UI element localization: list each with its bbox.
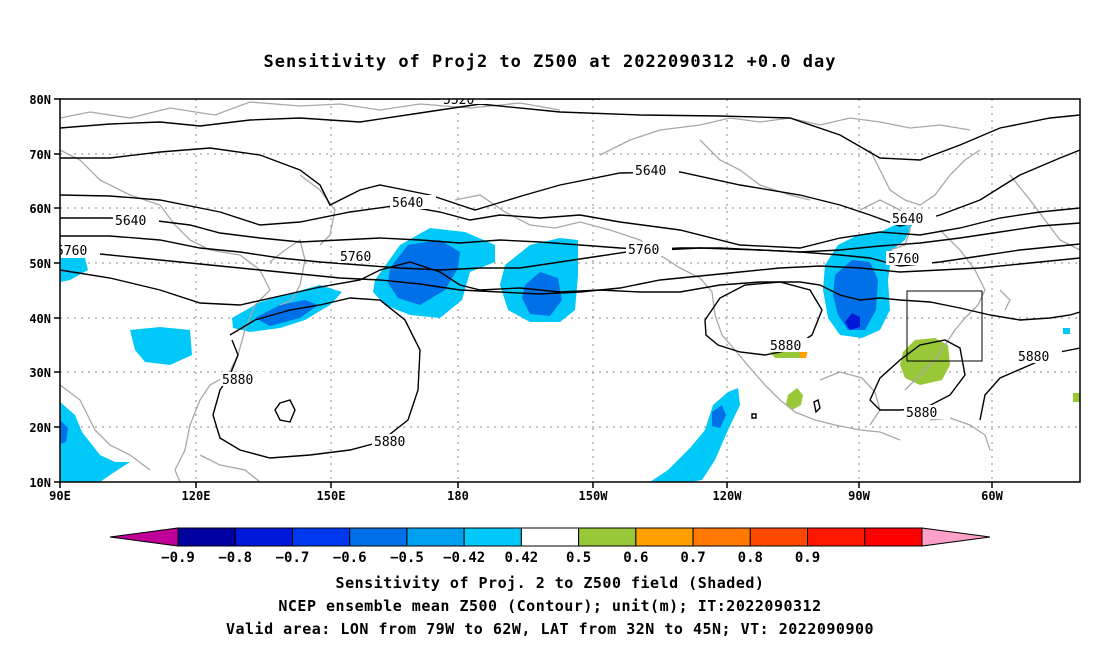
colorbar-swatch: [578, 527, 637, 547]
colorbar-max-arrow: [921, 527, 991, 547]
colorbar-swatch: [463, 527, 522, 547]
contour-label: 5880: [222, 373, 253, 388]
lat-label: 10N: [29, 476, 51, 490]
lon-label: 120E: [182, 489, 211, 503]
colorbar-swatch: [692, 527, 751, 547]
lat-label: 30N: [29, 366, 51, 380]
colorbar-swatch: [749, 527, 809, 547]
contour-label: 5520: [443, 93, 474, 108]
lat-ticks: [54, 98, 60, 483]
contour-label: 5880: [770, 339, 801, 354]
colorbar-swatch: [807, 527, 866, 547]
lon-label: 90E: [49, 489, 71, 503]
footer-line-1: Sensitivity of Proj. 2 to Z500 field (Sh…: [336, 574, 765, 592]
lon-label: 150W: [579, 489, 609, 503]
colorbar-tick-label: 0.5: [566, 550, 591, 566]
colorbar-tick-label: −0.5: [390, 550, 424, 566]
colorbar-tick-label: 0.8: [738, 550, 763, 566]
colorbar-tick-label: 0.42: [505, 550, 539, 566]
colorbar-tick-label: −0.6: [333, 550, 367, 566]
contour-label: 5760: [888, 252, 919, 267]
lon-label: 120W: [713, 489, 743, 503]
colorbar-min-arrow: [109, 527, 179, 547]
colorbar-labels: −0.9 −0.8 −0.7 −0.6 −0.5 −0.42 0.42 0.5 0.6 0.7 0.…: [161, 550, 820, 566]
valid-area-box: [906, 290, 983, 362]
colorbar-tick-label: −0.7: [276, 550, 310, 566]
contour-label: 5880: [1018, 350, 1049, 365]
colorbar-tick-label: 0.9: [795, 550, 820, 566]
map-title: Sensitivity of Proj2 to Z500 at 20220903…: [264, 52, 837, 72]
contour-label: 5760: [56, 244, 87, 259]
colorbar: [109, 527, 991, 547]
lon-ticks: [59, 482, 993, 488]
colorbar-tick-label: −0.42: [443, 550, 485, 566]
colorbar-swatch: [177, 527, 236, 547]
coastlines: [60, 101, 1080, 482]
footer-line-3: Valid area: LON from 79W to 62W, LAT fro…: [226, 620, 874, 638]
contour-label: 5880: [374, 435, 405, 450]
colorbar-swatch: [635, 527, 694, 547]
colorbar-tick-label: 0.7: [680, 550, 705, 566]
graticule: [60, 99, 1080, 482]
lon-label: 150E: [317, 489, 346, 503]
map-area: 5520 5640 5640 5640 5640 5760 5760 5760 …: [56, 93, 1080, 482]
colorbar-swatch: [520, 527, 580, 547]
colorbar-swatch: [406, 527, 465, 547]
contour-label: 5760: [628, 243, 659, 258]
contour-label: 5880: [906, 406, 937, 421]
contour-label: 5640: [892, 212, 923, 227]
contour-label: 5640: [115, 214, 146, 229]
contour-label: 5760: [340, 250, 371, 265]
map-frame: [59, 98, 1081, 483]
lon-label: 60W: [981, 489, 1003, 503]
colorbar-swatch: [291, 527, 351, 547]
colorbar-tick-label: −0.9: [161, 550, 195, 566]
positive-sensitivity-shading: [770, 338, 1080, 410]
lat-labels: 80N 70N 60N 50N 40N 30N 20N 10N: [29, 93, 51, 490]
contour-labels: 5520 5640 5640 5640 5640 5760 5760 5760 …: [56, 93, 1062, 450]
colorbar-swatch: [234, 527, 293, 547]
lat-label: 50N: [29, 257, 51, 271]
colorbar-tick-label: −0.8: [218, 550, 252, 566]
lat-label: 70N: [29, 148, 51, 162]
negative-sensitivity-shading: [60, 225, 1070, 482]
lat-label: 80N: [29, 93, 51, 107]
footer-line-2: NCEP ensemble mean Z500 (Contour); unit(…: [278, 597, 821, 615]
colorbar-tick-label: 0.6: [623, 550, 648, 566]
colorbar-swatch: [864, 527, 923, 547]
colorbar-swatch: [349, 527, 408, 547]
contour-label: 5640: [635, 164, 666, 179]
lon-labels: 90E 120E 150E 180 150W 120W 90W 60W: [49, 489, 1003, 503]
lat-label: 20N: [29, 421, 51, 435]
lon-label: 180: [447, 489, 469, 503]
contour-label: 5640: [392, 196, 423, 211]
lat-label: 60N: [29, 202, 51, 216]
lat-label: 40N: [29, 312, 51, 326]
lon-label: 90W: [848, 489, 870, 503]
